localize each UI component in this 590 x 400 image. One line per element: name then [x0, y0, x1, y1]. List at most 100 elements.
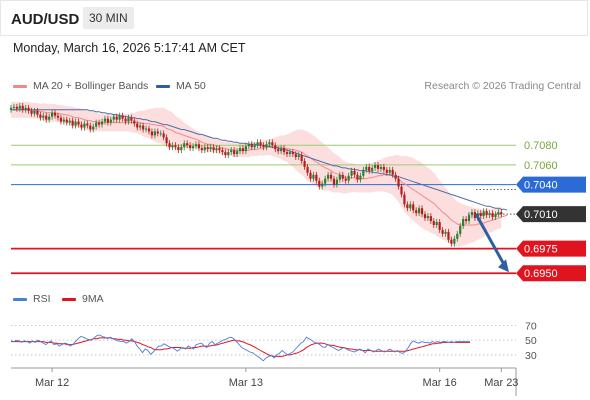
level-label-resistance: 0.7080	[524, 140, 558, 152]
candle-body	[259, 142, 262, 146]
candle-body	[277, 149, 280, 152]
candle-body	[321, 183, 324, 187]
candle-body	[256, 142, 259, 146]
candle-body	[180, 147, 183, 151]
candle-body	[233, 150, 236, 155]
candles	[9, 102, 503, 247]
candle-body	[203, 147, 206, 151]
candle-body	[209, 147, 212, 150]
candle-body	[56, 115, 60, 118]
candle-body	[274, 145, 277, 150]
candle-body	[388, 169, 391, 173]
candle-body	[244, 146, 247, 152]
candle-body	[464, 219, 468, 222]
candle-body	[224, 152, 227, 156]
candle-body	[18, 105, 21, 109]
legend-rsi: RSI	[13, 293, 51, 305]
candle-body	[100, 121, 104, 125]
candle-body	[385, 169, 388, 173]
candle-body	[376, 164, 380, 169]
level-label-support: 0.6950	[524, 268, 558, 280]
level-label-pivot: 0.7040	[524, 180, 558, 192]
candle-body	[262, 145, 265, 148]
candle-body	[191, 146, 195, 149]
candle-body	[312, 174, 315, 179]
ma20-swatch	[13, 84, 27, 88]
level-label-resistance: 0.7060	[524, 160, 558, 172]
candle-body	[39, 114, 42, 118]
candle-body	[459, 225, 462, 234]
candle-body	[139, 125, 142, 128]
candle-body	[253, 145, 256, 148]
candle-body	[83, 123, 86, 128]
candle-body	[306, 166, 309, 173]
candle-body	[112, 116, 115, 120]
ma20-line	[11, 109, 508, 226]
candle-body	[206, 147, 209, 150]
candle-body	[115, 116, 118, 120]
candle-body	[235, 151, 239, 155]
candle-body	[268, 142, 271, 145]
level-tag-support	[516, 240, 586, 257]
candle-body	[136, 123, 139, 128]
candle-body	[488, 213, 491, 216]
candle-body	[159, 133, 162, 135]
candle-body	[215, 148, 218, 151]
candle-body	[280, 148, 283, 152]
candle-body	[197, 144, 201, 149]
candle-body	[429, 216, 432, 222]
timestamp: Monday, March 16, 2026 5:17:41 AM CET	[13, 41, 246, 55]
candle-body	[127, 117, 130, 122]
candle-body	[335, 179, 339, 185]
candle-body	[368, 166, 371, 171]
level-label-support: 0.6975	[524, 244, 558, 256]
timeframe-badge[interactable]: 30 MIN	[83, 7, 134, 29]
candle-body	[329, 174, 333, 179]
candle-body	[53, 112, 57, 116]
candle-body	[371, 167, 374, 171]
candle-body	[303, 160, 306, 167]
candle-body	[500, 212, 503, 215]
candle-body	[142, 125, 145, 130]
candle-body	[62, 119, 65, 122]
candle-body	[165, 137, 168, 144]
x-tick-label: Mar 16	[423, 377, 457, 389]
candle-body	[294, 154, 297, 158]
x-tick-label: Mar 12	[35, 377, 69, 389]
candle-body	[109, 119, 112, 123]
candle-body	[397, 178, 400, 187]
candle-body	[12, 106, 16, 108]
candle-body	[168, 143, 171, 148]
candle-body	[218, 148, 221, 151]
symbol-title: AUD/USD	[11, 11, 80, 28]
candle-body	[124, 118, 127, 122]
candle-body	[382, 166, 385, 170]
x-tick-label: Mar 23	[484, 377, 518, 389]
candle-body	[21, 105, 24, 110]
candle-body	[423, 214, 427, 219]
candle-body	[103, 118, 107, 122]
candle-body	[48, 116, 51, 120]
candle-body	[282, 148, 286, 153]
candle-body	[297, 155, 300, 158]
candle-body	[353, 170, 356, 175]
candle-body	[36, 110, 39, 115]
candle-body	[65, 119, 68, 123]
candle-body	[150, 131, 154, 136]
legend-ma20-label: MA 20 + Bollinger Bands	[33, 80, 149, 92]
candle-body	[347, 175, 350, 181]
rsi-tick-label: 70	[525, 320, 537, 332]
candle-body	[362, 169, 365, 176]
candle-body	[97, 122, 101, 125]
x-tick-label: Mar 13	[229, 377, 263, 389]
candle-body	[462, 219, 465, 226]
candle-body	[162, 133, 165, 138]
candle-body	[230, 150, 233, 153]
candle-body	[497, 212, 500, 215]
legend-9ma: 9MA	[62, 293, 104, 305]
candle-body	[441, 229, 444, 234]
legend-ma50-label: MA 50	[176, 80, 206, 92]
candle-body	[156, 131, 159, 134]
candle-body	[394, 174, 397, 179]
